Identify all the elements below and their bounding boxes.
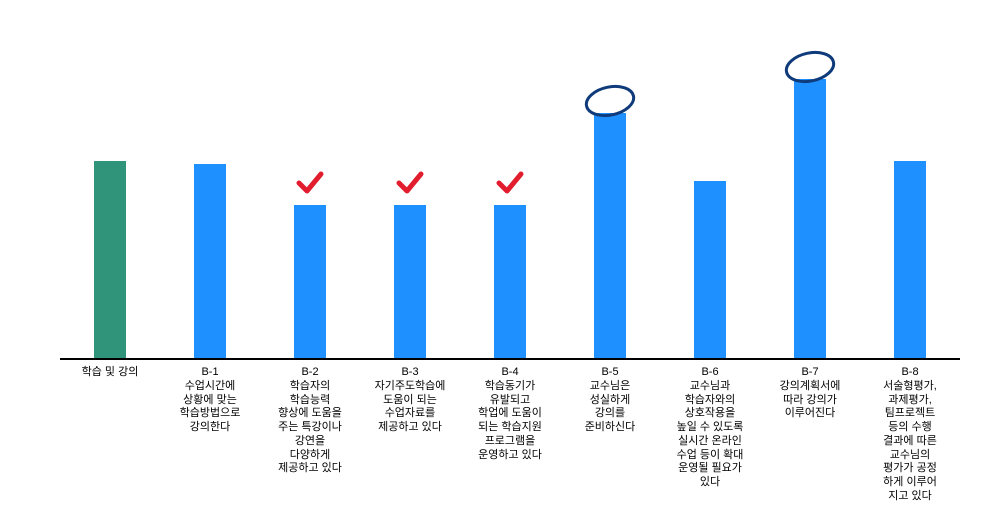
x-label-b1: B-1 수업시간에 상황에 맞는 학습방법으로 강의한다 [160, 366, 260, 435]
bar-lead [94, 161, 126, 358]
check-icon [396, 171, 424, 195]
bar-chart: 학습 및 강의B-1 수업시간에 상황에 맞는 학습방법으로 강의한다B-2 학… [0, 0, 1000, 511]
check-icon [496, 171, 524, 195]
bar-b2 [294, 205, 326, 358]
x-label-b4: B-4 학습동기가 유발되고 학업에 도움이 되는 학습지원 프로그램을 운영하… [460, 366, 560, 462]
bar-b6 [694, 181, 726, 358]
plot-area [60, 20, 960, 360]
x-label-b5: B-5 교수님은 성실하게 강의를 준비하신다 [560, 366, 660, 435]
bar-b7 [794, 79, 826, 358]
x-label-b7: B-7 강의계획서에 따라 강의가 이루어진다 [760, 366, 860, 421]
bar-b1 [194, 164, 226, 358]
bar-b5 [594, 113, 626, 358]
x-label-b3: B-3 자기주도학습에 도움이 되는 수업자료를 제공하고 있다 [360, 366, 460, 435]
x-label-b8: B-8 서술형평가, 과제평가, 팀프로젝트 등의 수행 결과에 따른 교수님의… [860, 366, 960, 504]
x-label-b2: B-2 학습자의 학습능력 향상에 도움을 주는 특강이나 강연을 다양하게 제… [260, 366, 360, 476]
bar-b4 [494, 205, 526, 358]
bar-b8 [894, 161, 926, 358]
check-icon [296, 171, 324, 195]
x-label-lead: 학습 및 강의 [60, 366, 160, 380]
x-label-b6: B-6 교수님과 학습자와의 상호작용을 높일 수 있도록 실시간 온라인 수업… [660, 366, 760, 490]
bar-b3 [394, 205, 426, 358]
